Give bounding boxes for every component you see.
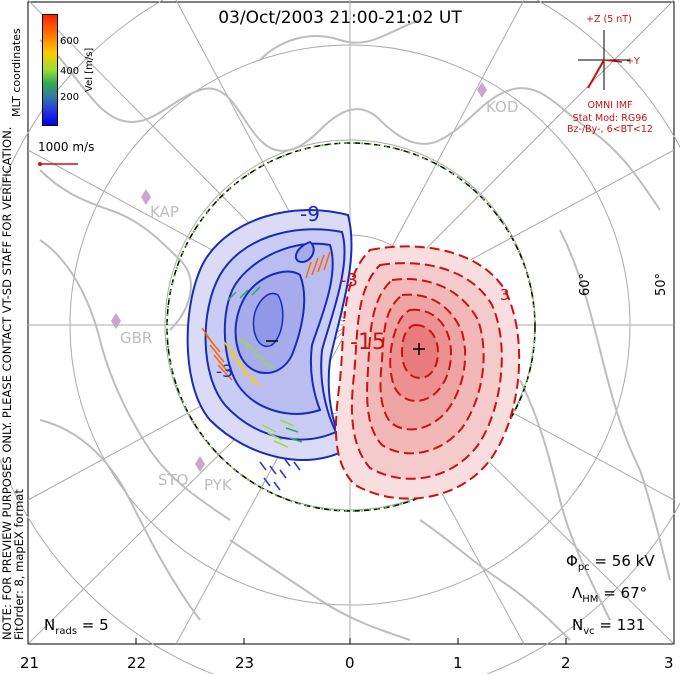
contour-label-dash: -	[340, 308, 347, 329]
latitude-label-50: 50°	[654, 272, 669, 296]
lambda-hm-value: 67°	[620, 584, 648, 602]
lambda-hm-readout: ΛHM = 67°	[572, 584, 648, 605]
n-vc-readout: Nvc = 131	[572, 616, 646, 637]
hm-boundary	[166, 142, 536, 512]
contour-label-15: -15	[350, 330, 386, 355]
mlt-tick-0: 0	[345, 654, 355, 672]
velocity-colorbar	[42, 14, 58, 126]
fit-order-note: FitOrder: 8, mapEX format	[12, 489, 26, 640]
velocity-scale-label: 1000 m/s	[38, 140, 95, 154]
mlt-tick-21: 21	[20, 654, 40, 672]
colorbar-tick-400: 400	[60, 66, 80, 77]
velocity-vectors	[201, 251, 331, 491]
station-label-sto: STO	[158, 471, 189, 489]
station-label-pyk: PYK	[204, 476, 232, 494]
station-label-kap: KAP	[150, 203, 179, 221]
colorbar-tick-200: 200	[60, 92, 80, 103]
mlt-tick-3: 3	[664, 654, 674, 672]
mlt-tick-2: 2	[561, 654, 571, 672]
stat-model-label: Stat Mod: RG96	[572, 113, 648, 124]
positive-potential-cell	[334, 245, 521, 500]
station-label-gbr: GBR	[120, 329, 153, 347]
imf-z-label: +Z (5 nT)	[586, 14, 632, 25]
plot-frame	[27, 1, 675, 645]
imf-clock	[578, 30, 630, 90]
mlt-tick-23: 23	[235, 654, 255, 672]
negative-potential-cell	[186, 209, 353, 461]
colorbar-tick-600: 600	[60, 36, 80, 47]
coordinates-label: MLT coordinates	[10, 28, 23, 117]
mlt-tick-22: 22	[127, 654, 147, 672]
n-rads-value: 5	[99, 616, 109, 634]
phi-pc-readout: Φpc = 56 kV	[566, 552, 655, 573]
colorbar-unit-label: Vel [m/s]	[84, 47, 95, 92]
station-label-kod: KOD	[486, 98, 519, 116]
phi-pc-value: 56 kV	[611, 552, 655, 570]
mlt-tick-1: 1	[453, 654, 463, 672]
plot-title: 03/Oct/2003 21:00-21:02 UT	[218, 8, 462, 28]
n-vc-value: 131	[616, 616, 646, 634]
max-potential-marker	[413, 343, 425, 355]
imf-bin-label: Bz-/By-, 6<BT<12	[567, 124, 653, 135]
velocity-scale-origin	[38, 162, 42, 166]
contour-label-neg9: -9	[300, 202, 320, 226]
contour-label-neg3-lower: -3	[216, 362, 233, 382]
station-markers	[111, 82, 487, 472]
latitude-label-60: 60°	[578, 272, 593, 296]
contour-label-3: 3	[500, 286, 510, 304]
n-rads-readout: Nrads = 5	[44, 616, 109, 637]
mlt-tick-marks	[27, 638, 675, 644]
imf-y-label: +Y	[626, 56, 640, 67]
contour-label-neg3-upper: -3	[340, 270, 358, 291]
imf-source-label: OMNI IMF	[587, 100, 633, 111]
coastlines	[39, 19, 671, 641]
